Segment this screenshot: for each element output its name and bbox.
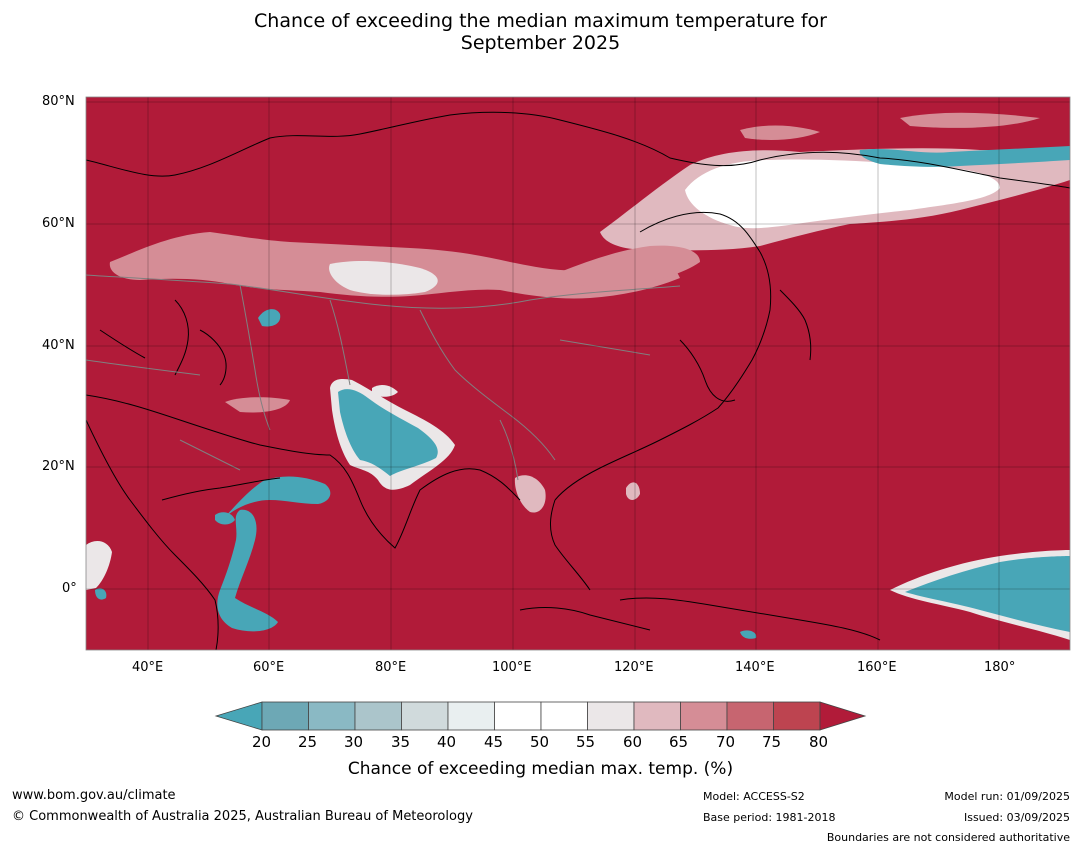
colorbar-segment [540, 701, 588, 731]
colorbar-segment [773, 701, 821, 731]
cool-spot-new-guinea [740, 630, 757, 639]
map-title: Chance of exceeding the median maximum t… [0, 10, 1081, 54]
colorbar-label-80: 80 [809, 733, 829, 751]
neutral-indochina [514, 475, 546, 513]
neutral-arctic-island [900, 112, 1040, 128]
neutral-tibet-ridge [372, 385, 398, 397]
colorbar [214, 701, 867, 731]
colorbar-segment [587, 701, 635, 731]
footer-copyright: © Commonwealth of Australia 2025, Austra… [12, 809, 473, 824]
lon-label-120e: 120°E [614, 660, 654, 675]
colorbar-segment [401, 701, 449, 731]
neutral-core-central-asia [329, 261, 438, 295]
graticule [86, 97, 1070, 650]
neutral-east-asia-north [560, 245, 700, 288]
footer-website: www.bom.gov.au/climate [12, 788, 176, 803]
colorbar-extend-low [214, 701, 263, 731]
colorbar-label-45: 45 [484, 733, 504, 751]
lat-label-20n: 20°N [42, 459, 75, 474]
colorbar-label-40: 40 [437, 733, 457, 751]
neutral-iran [225, 397, 290, 413]
lat-label-40n: 40°N [42, 338, 75, 353]
cool-region-india [338, 389, 438, 476]
cool-region-arabian-sea [222, 476, 331, 520]
lon-label-140e: 140°E [735, 660, 775, 675]
neutral-east-africa [86, 540, 112, 590]
lon-label-60e: 60°E [253, 660, 285, 675]
colorbar-label-35: 35 [391, 733, 411, 751]
colorbar-extend-high [819, 701, 867, 731]
colorbar-label-60: 60 [623, 733, 643, 751]
cool-region-pacific [905, 556, 1070, 632]
colorbar-label-70: 70 [716, 733, 736, 751]
neutral-core-siberia-east [685, 159, 1000, 229]
footer-issued: Issued: 03/09/2025 [963, 811, 1070, 824]
colorbar-label-75: 75 [762, 733, 782, 751]
colorbar-label-65: 65 [669, 733, 689, 751]
colorbar-title: Chance of exceeding median max. temp. (%… [347, 759, 734, 779]
colorbar-segment [633, 701, 681, 731]
colorbar-label-50: 50 [530, 733, 550, 751]
footer-base-period: Base period: 1981-2018 [703, 811, 836, 824]
footer-model: Model: ACCESS-S2 [703, 790, 805, 803]
coastlines [86, 111, 1070, 650]
colorbar-segment [354, 701, 402, 731]
country-boundaries [86, 274, 681, 481]
cool-spot-east-africa [95, 588, 107, 600]
cool-spot-caspian-east [258, 309, 281, 327]
colorbar-segment [261, 701, 309, 731]
map-area [86, 97, 1070, 650]
colorbar-segment [447, 701, 495, 731]
colorbar-segment [308, 701, 356, 731]
lat-label-60n: 60°N [42, 216, 75, 231]
neutral-philippines [626, 482, 640, 500]
lon-label-160e: 160°E [857, 660, 897, 675]
lon-label-40e: 40°E [132, 660, 164, 675]
lat-label-0: 0° [62, 581, 77, 596]
lat-label-80n: 80°N [42, 94, 75, 109]
colorbar-segment [680, 701, 728, 731]
cool-region-somalia [217, 509, 278, 632]
footer-model-run: Model run: 01/09/2025 [944, 790, 1070, 803]
map-frame [85, 96, 1071, 651]
colorbar-label-20: 20 [252, 733, 272, 751]
colorbar-label-55: 55 [576, 733, 596, 751]
cool-spot-gulf-aden [215, 512, 235, 525]
neutral-arctic-coast [740, 125, 820, 140]
footer-disclaimer: Boundaries are not considered authoritat… [826, 831, 1070, 844]
colorbar-segment [494, 701, 542, 731]
lon-label-100e: 100°E [492, 660, 532, 675]
lon-label-180: 180° [984, 660, 1016, 675]
lon-label-80e: 80°E [375, 660, 407, 675]
title-line-1: Chance of exceeding the median maximum t… [254, 10, 827, 32]
title-line-2: September 2025 [460, 32, 621, 54]
colorbar-label-30: 30 [344, 733, 364, 751]
colorbar-label-25: 25 [298, 733, 318, 751]
colorbar-segment [726, 701, 774, 731]
